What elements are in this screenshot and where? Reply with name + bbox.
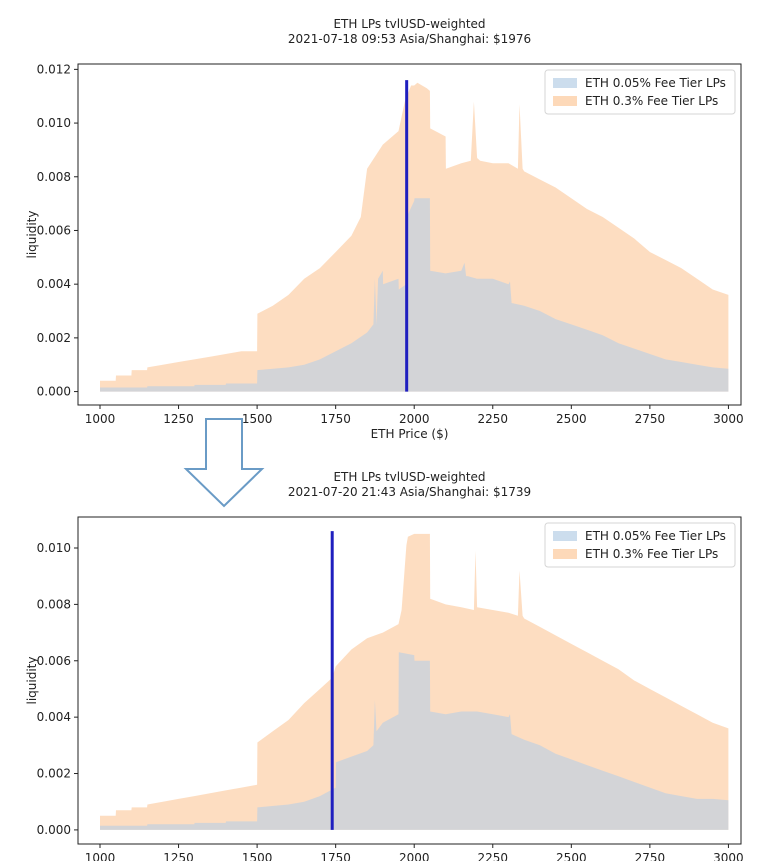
y-tick-label: 0.008 — [37, 597, 71, 611]
legend-label: ETH 0.05% Fee Tier LPs — [585, 529, 726, 543]
y-tick-label: 0.002 — [37, 767, 71, 781]
x-tick-label: 2000 — [399, 412, 430, 426]
x-tick-label: 2250 — [477, 851, 508, 861]
y-tick-label: 0.006 — [37, 654, 71, 668]
chart-subtitle: 2021-07-18 09:53 Asia/Shanghai: $1976 — [288, 32, 531, 46]
x-tick-label: 3000 — [713, 412, 744, 426]
legend-swatch — [553, 549, 577, 559]
y-tick-label: 0.010 — [37, 541, 71, 555]
x-tick-label: 2000 — [399, 851, 430, 861]
y-tick-label: 0.000 — [37, 823, 71, 837]
legend-label: ETH 0.3% Fee Tier LPs — [585, 547, 718, 561]
x-axis-label: ETH Price ($) — [371, 427, 449, 441]
y-tick-label: 0.004 — [37, 277, 71, 291]
x-tick-label: 1250 — [163, 851, 194, 861]
y-tick-label: 0.002 — [37, 331, 71, 345]
legend: ETH 0.05% Fee Tier LPs ETH 0.3% Fee Tier … — [544, 69, 736, 115]
down-arrow-icon — [183, 418, 265, 508]
x-tick-label: 3000 — [713, 851, 744, 861]
y-tick-label: 0.008 — [37, 170, 71, 184]
y-tick-label: 0.004 — [37, 710, 71, 724]
series-area-005-fee-tier — [100, 652, 729, 830]
x-tick-label: 1500 — [242, 412, 273, 426]
axes-frame — [77, 63, 742, 406]
x-tick-label: 2250 — [477, 412, 508, 426]
y-tick-label: 0.012 — [37, 62, 71, 76]
chart-subtitle: 2021-07-20 21:43 Asia/Shanghai: $1739 — [288, 485, 531, 499]
y-axis-label: liquidity — [25, 211, 39, 259]
chart-title: ETH LPs tvlUSD-weighted — [333, 17, 485, 31]
y-axis-label: liquidity — [25, 657, 39, 705]
x-tick-label: 2750 — [635, 412, 666, 426]
x-tick-label: 2500 — [556, 412, 587, 426]
legend: ETH 0.05% Fee Tier LPs ETH 0.3% Fee Tier … — [544, 522, 736, 568]
x-tick-label: 1250 — [163, 412, 194, 426]
y-tick-label: 0.006 — [37, 223, 71, 237]
x-tick-label: 1500 — [242, 851, 273, 861]
y-tick-label: 0.010 — [37, 116, 71, 130]
chart-title: ETH LPs tvlUSD-weighted — [333, 470, 485, 484]
legend-box — [544, 522, 736, 568]
legend-label: ETH 0.05% Fee Tier LPs — [585, 76, 726, 90]
x-tick-label: 1750 — [320, 412, 351, 426]
x-tick-label: 1750 — [320, 851, 351, 861]
x-tick-label: 2500 — [556, 851, 587, 861]
x-tick-label: 1000 — [85, 412, 116, 426]
x-tick-label: 1000 — [85, 851, 116, 861]
series-area-005-fee-tier — [100, 198, 729, 392]
x-tick-label: 2750 — [635, 851, 666, 861]
legend-label: ETH 0.3% Fee Tier LPs — [585, 94, 718, 108]
legend-swatch — [553, 78, 577, 88]
legend-swatch — [553, 531, 577, 541]
axes-frame — [77, 516, 742, 845]
y-tick-label: 0.000 — [37, 385, 71, 399]
legend-box — [544, 69, 736, 115]
legend-swatch — [553, 96, 577, 106]
